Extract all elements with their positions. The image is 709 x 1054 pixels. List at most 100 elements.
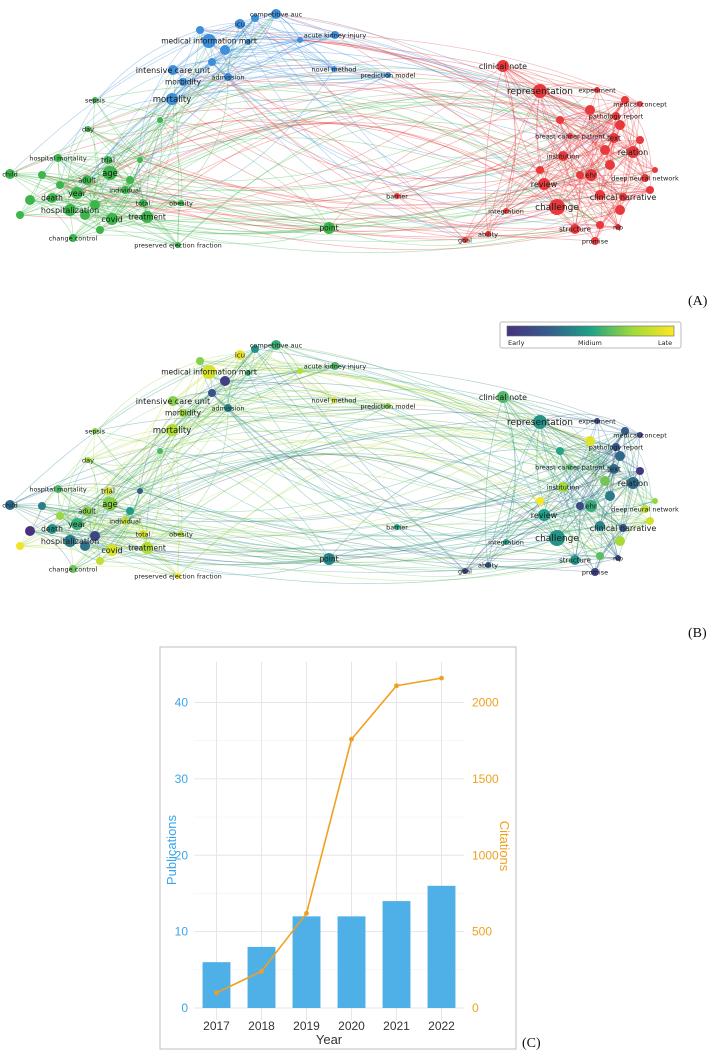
node-year: [71, 187, 83, 199]
network-edge: [199, 22, 301, 41]
network-edge: [487, 421, 541, 566]
network-edge: [59, 360, 201, 517]
network-edge: [239, 354, 335, 401]
network-edge: [543, 514, 601, 557]
network-edge: [594, 196, 624, 242]
network-edge: [146, 61, 213, 218]
network-edge: [569, 466, 621, 542]
network-edge: [487, 90, 541, 235]
node-death: [47, 524, 57, 534]
network-edge: [505, 194, 621, 212]
node-treatment: [141, 211, 153, 223]
network-node: [297, 37, 303, 43]
network-edge: [86, 179, 179, 246]
node-label-preserved-ejection-fraction: preserved ejection fraction: [134, 241, 222, 249]
network-edge: [505, 446, 617, 543]
network-edge: [111, 490, 141, 551]
network-edge: [624, 99, 646, 179]
network-edge: [29, 453, 564, 532]
x-tick-2022: 2022: [428, 1019, 455, 1033]
network-edge: [171, 348, 256, 431]
network-edge: [111, 218, 330, 235]
bar-2021: [382, 901, 411, 1008]
network-edge: [107, 110, 541, 171]
network-edge: [579, 505, 601, 557]
network-edge: [502, 65, 646, 179]
network-edge: [171, 405, 389, 431]
node-clinical-narrative: [619, 193, 627, 201]
network-edge: [562, 486, 596, 573]
network-edge: [87, 459, 141, 492]
network-node: [25, 195, 35, 205]
right-tick-1500: 1500: [472, 772, 499, 786]
network-edge: [99, 433, 591, 562]
network-edge: [334, 365, 541, 502]
network-edge: [76, 411, 598, 525]
network-edge: [559, 119, 601, 196]
network-edge: [86, 390, 389, 512]
network-edge: [505, 115, 617, 212]
node-label-morbidity: morbidity: [165, 409, 202, 418]
network-edge: [9, 504, 330, 563]
node-competitive-auc: [271, 9, 281, 19]
network-edge: [543, 177, 646, 185]
network-edge: [299, 370, 335, 401]
node-adult: [82, 506, 92, 516]
network-edge: [109, 98, 173, 174]
node-hospitalization: [64, 204, 76, 216]
network-edge: [569, 466, 641, 473]
network-edge: [247, 365, 336, 375]
network-edge: [487, 226, 619, 239]
node-label-goal: goal: [458, 236, 472, 244]
network-edge: [84, 490, 141, 547]
network-edge: [9, 504, 179, 577]
network-edge: [139, 159, 656, 206]
network-edge: [171, 354, 241, 431]
network-edge: [199, 353, 301, 372]
network-edge: [69, 530, 144, 542]
network-node: [96, 557, 104, 565]
network-edge: [107, 348, 256, 492]
network-edge: [9, 173, 101, 231]
node-barrier: [394, 524, 400, 530]
network-edge: [589, 109, 641, 141]
network-edge: [559, 119, 601, 196]
network-edge: [539, 90, 619, 228]
network-edge: [87, 128, 141, 161]
network-edge: [177, 121, 592, 246]
network-edge: [87, 119, 161, 135]
node-label-institution: institution: [547, 483, 580, 491]
network-edge: [87, 402, 591, 461]
network-edge: [172, 69, 180, 246]
node-label-clinical-narrative: clinical narrative: [590, 524, 657, 533]
network-edge: [139, 354, 241, 492]
network-edge: [599, 151, 634, 226]
node-label-adult: adult: [78, 507, 96, 515]
network-edge: [543, 124, 621, 185]
network-edge: [502, 396, 576, 561]
network-edge: [139, 380, 226, 492]
network-edge: [569, 466, 646, 510]
node-label-treatment: treatment: [128, 213, 166, 222]
node-label-mortality: mortality: [153, 426, 192, 436]
network-edge: [211, 365, 336, 394]
network-edge: [275, 344, 615, 470]
network-edge: [396, 523, 621, 542]
network-edge: [539, 500, 619, 559]
network-edge: [387, 405, 615, 470]
network-node: [600, 145, 610, 155]
node-label-day: day: [82, 125, 94, 133]
node-label-year: year: [68, 189, 87, 198]
network-edge: [211, 392, 621, 562]
node-label-structure: structure: [559, 556, 591, 564]
network-edge: [86, 429, 173, 512]
node-label-sepsis: sepsis: [85, 427, 106, 435]
node-label-competitive-auc: competitive auc: [250, 341, 303, 349]
network-node: [16, 542, 24, 550]
network-edge: [539, 169, 619, 228]
node-label-integration: integration: [488, 207, 524, 215]
network-node: [126, 176, 134, 184]
network-edge: [29, 500, 656, 558]
node-label-representation: representation: [507, 418, 573, 428]
network-edge: [171, 360, 201, 431]
